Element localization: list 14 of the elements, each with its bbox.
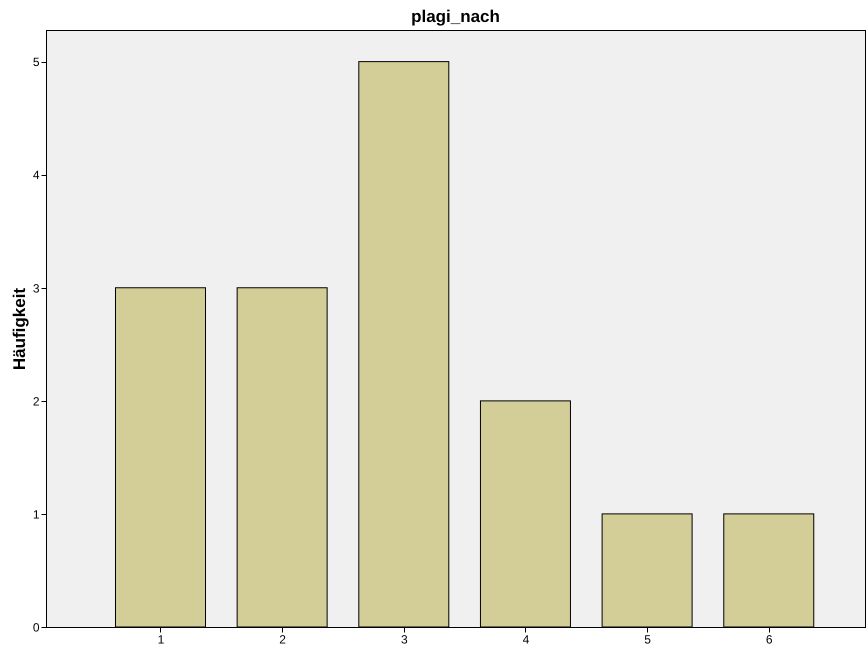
x-tick-label: 1: [158, 632, 165, 646]
x-tick-label: 3: [400, 632, 408, 646]
y-tick-label: 3: [32, 281, 40, 296]
y-tick-label: 0: [32, 620, 40, 634]
y-axis-title: Häufigkeit: [10, 288, 29, 370]
x-tick-label: 6: [766, 632, 773, 646]
y-tick-label: 2: [32, 394, 40, 408]
x-tick-label: 2: [279, 632, 286, 646]
x-tick-label: 5: [644, 632, 652, 646]
y-tick-label: 4: [32, 168, 40, 182]
x-tick-label: 4: [522, 632, 530, 646]
y-tick-label: 1: [32, 507, 40, 522]
chart-title: plagi_nach: [411, 7, 500, 26]
y-tick-label: 5: [32, 55, 40, 70]
